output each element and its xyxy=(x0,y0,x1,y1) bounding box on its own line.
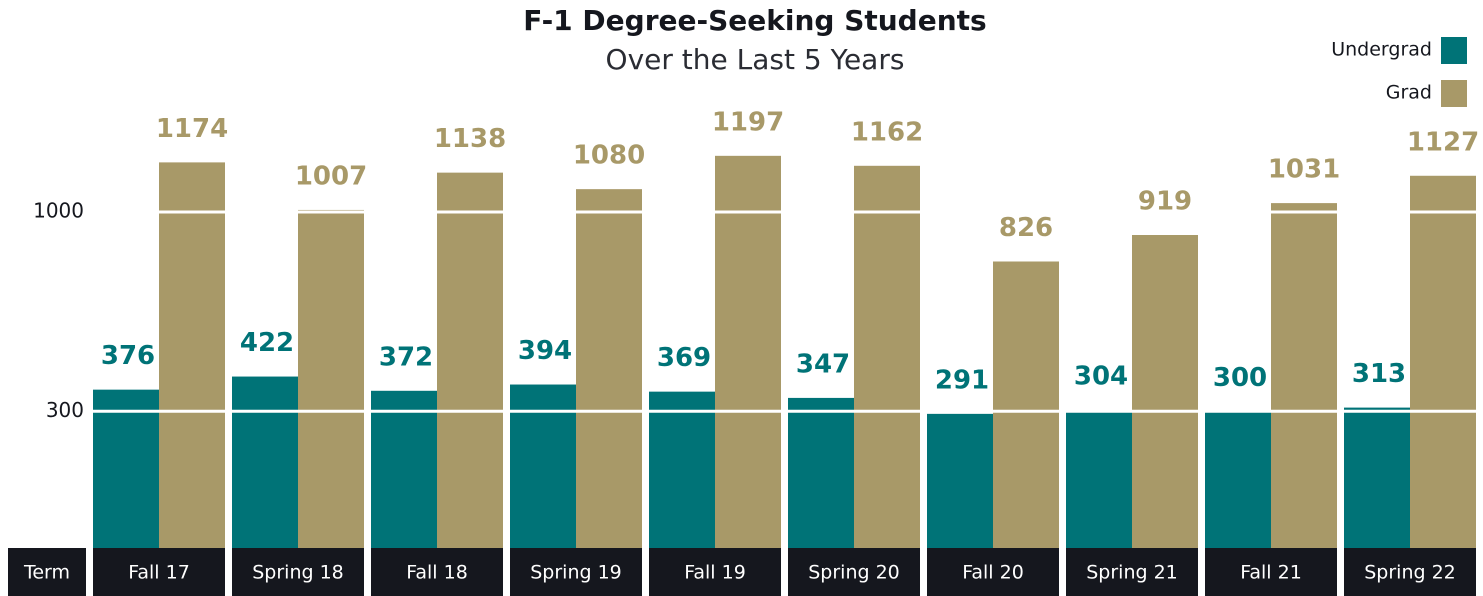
data-label: 1174 xyxy=(156,114,228,144)
bar xyxy=(788,397,854,548)
legend-swatch xyxy=(1441,80,1467,107)
data-label: 422 xyxy=(240,328,294,358)
category-box xyxy=(232,548,364,596)
legend-swatch xyxy=(1441,37,1467,64)
category-box xyxy=(1344,548,1476,596)
legend-label: Grad xyxy=(1386,82,1432,104)
bar xyxy=(1066,410,1132,548)
bar xyxy=(1132,235,1198,549)
category-box xyxy=(649,548,781,596)
bar xyxy=(298,209,364,548)
category-box xyxy=(371,548,503,596)
category-box xyxy=(510,548,642,596)
data-label: 369 xyxy=(657,343,711,373)
data-label: 1197 xyxy=(712,107,784,137)
category-box xyxy=(927,548,1059,596)
data-label: 291 xyxy=(935,365,989,395)
x-tick-label: Spring 22 xyxy=(1364,562,1456,584)
x-axis-label: Term xyxy=(23,562,70,584)
chart-subtitle: Over the Last 5 Years xyxy=(606,43,905,76)
x-tick-label: Fall 21 xyxy=(1240,562,1302,584)
bar xyxy=(1205,411,1271,548)
bar xyxy=(993,261,1059,548)
x-tick-label: Fall 18 xyxy=(406,562,468,584)
data-label: 394 xyxy=(518,336,572,366)
bar xyxy=(715,155,781,549)
bar xyxy=(576,189,642,549)
x-tick-label: Fall 20 xyxy=(962,562,1024,584)
legend-label: Undergrad xyxy=(1331,39,1432,61)
x-label-box xyxy=(8,548,86,596)
bar xyxy=(371,390,437,548)
bar xyxy=(1271,203,1337,548)
bar xyxy=(1410,175,1476,548)
y-tick-label: 300 xyxy=(46,398,84,422)
bar xyxy=(854,165,920,548)
data-label: 372 xyxy=(379,342,433,372)
chart-title: F-1 Degree-Seeking Students xyxy=(523,4,986,37)
data-label: 826 xyxy=(999,213,1053,243)
data-label: 1138 xyxy=(434,124,506,154)
x-tick-label: Spring 18 xyxy=(252,562,344,584)
data-label: 1080 xyxy=(573,141,645,171)
category-box xyxy=(93,548,225,596)
x-tick-label: Fall 17 xyxy=(128,562,190,584)
bar xyxy=(232,376,298,548)
x-tick-label: Spring 20 xyxy=(808,562,900,584)
data-label: 376 xyxy=(101,341,155,371)
x-tick-label: Spring 21 xyxy=(1086,562,1178,584)
y-tick-label: 1000 xyxy=(33,198,84,222)
x-tick-label: Fall 19 xyxy=(684,562,746,584)
bar xyxy=(437,172,503,549)
data-label: 1162 xyxy=(851,117,923,147)
x-tick-label: Spring 19 xyxy=(530,562,622,584)
data-label: 313 xyxy=(1352,359,1406,389)
data-label: 1007 xyxy=(295,161,367,191)
bar xyxy=(927,413,993,548)
data-label: 1031 xyxy=(1268,155,1340,185)
data-label: 1127 xyxy=(1407,127,1479,157)
category-box xyxy=(1205,548,1337,596)
bar xyxy=(93,389,159,548)
data-label: 347 xyxy=(796,349,850,379)
bar xyxy=(649,391,715,548)
data-label: 300 xyxy=(1213,363,1267,393)
bar xyxy=(159,162,225,548)
bar xyxy=(510,384,576,548)
bar xyxy=(1344,407,1410,548)
category-box xyxy=(1066,548,1198,596)
category-box xyxy=(788,548,920,596)
data-label: 304 xyxy=(1074,362,1128,392)
